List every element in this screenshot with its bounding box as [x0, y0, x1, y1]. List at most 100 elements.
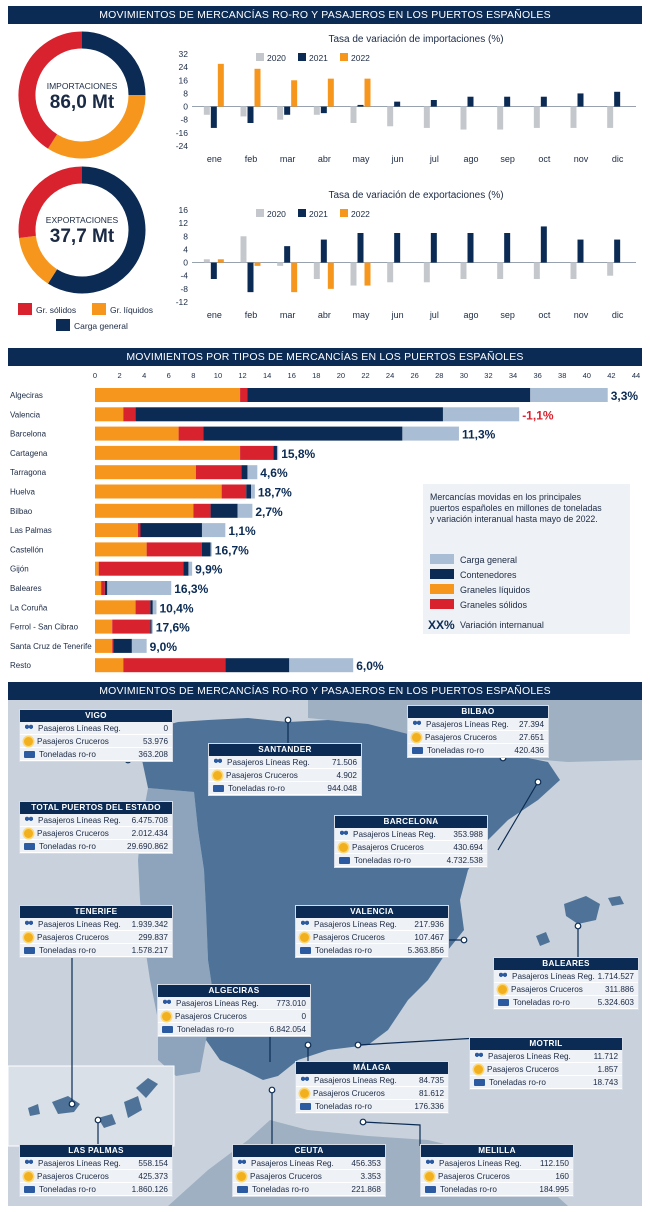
port-stat-label: Pasajeros Cruceros: [37, 828, 109, 838]
x-tick-label: 4: [142, 371, 146, 380]
cruise-sun-icon: [162, 1011, 171, 1021]
legend-label-solidos: Gr. sólidos: [36, 305, 76, 315]
x-tick-label: sep: [500, 154, 515, 164]
x-tick-label: 36: [533, 371, 541, 380]
x-tick-label: 20: [337, 371, 345, 380]
port-card-algeciras: ALGECIRAS Pasajeros Líneas Reg. 773.010 Pas…: [158, 985, 310, 1036]
port-stat-label: Toneladas ro-ro: [513, 997, 570, 1007]
bar-carga-general: [442, 407, 520, 422]
port-stat-value: 5.363.856: [407, 945, 444, 955]
bar-carga-general: [251, 484, 255, 499]
legend-item-label: Graneles sólidos: [460, 600, 528, 610]
bar-2021-may: [357, 104, 364, 107]
bar-2021-sep: [504, 96, 511, 107]
truck-icon: [213, 784, 224, 792]
port-stat-label: Toneladas ro-ro: [228, 783, 285, 793]
port-stat-row: Pasajeros Líneas Reg. 27.394: [408, 718, 548, 731]
port-stat-label: Pasajeros Cruceros: [175, 1011, 247, 1021]
legend-caption: puertos españoles en millones de tonelad…: [430, 503, 602, 513]
bar-contenedores: [135, 407, 443, 422]
x-tick-label: 6: [167, 371, 171, 380]
category-label: Resto: [10, 661, 31, 670]
bar-contenedores: [210, 503, 238, 518]
donut-exportaciones: [18, 166, 146, 294]
port-stat-row: Pasajeros Líneas Reg. 0: [20, 722, 172, 735]
category-label: Valencia: [10, 410, 41, 419]
legend-swatch-2022: [340, 53, 348, 61]
bar-graneles-líquidos: [95, 388, 241, 402]
y-tick-label: -24: [176, 141, 189, 151]
bar-2020-jul: [423, 262, 430, 283]
x-tick-label: ene: [207, 310, 222, 320]
x-tick-label: 8: [191, 371, 195, 380]
port-stat-value: 558.154: [138, 1158, 168, 1168]
port-stat-value: 221.868: [351, 1184, 381, 1194]
section-title-tipos: MOVIMIENTOS POR TIPOS DE MERCANCÍAS EN L…: [8, 348, 642, 366]
donut-export-value: 37,7 Mt: [50, 226, 115, 247]
variation-label: -1,1%: [522, 408, 554, 422]
variation-label: 11,3%: [462, 428, 496, 442]
bar-carga-general: [289, 658, 354, 673]
port-card-title: VALENCIA: [296, 906, 448, 918]
donut-export-label: EXPORTACIONES: [46, 215, 119, 225]
port-marker: [304, 1041, 312, 1049]
x-tick-label: 22: [361, 371, 369, 380]
port-stat-row: Pasajeros Cruceros 107.467: [296, 931, 448, 944]
bar-graneles-líquidos: [95, 484, 222, 499]
category-label: Castellón: [10, 545, 43, 554]
port-stat-value: 944.048: [327, 783, 357, 793]
truck-icon: [498, 998, 509, 1006]
legend-caption: y variación interanual hasta mayo de 202…: [430, 514, 598, 524]
port-card-title: MÁLAGA: [296, 1062, 448, 1074]
port-stat-label: Pasajeros Líneas Reg.: [439, 1158, 522, 1168]
legend-swatch-2022: [340, 209, 348, 217]
bar-2022-mar: [291, 80, 298, 107]
port-stat-value: 53.976: [142, 736, 168, 746]
x-tick-label: dic: [612, 154, 624, 164]
cruise-sun-icon: [24, 1171, 33, 1181]
port-stat-row: Pasajeros Cruceros 0: [158, 1010, 310, 1023]
bar-2021-mar: [284, 246, 291, 263]
donut-segment-liquidos: [19, 235, 58, 284]
y-tick-label: 8: [183, 88, 188, 98]
port-stat-row: Pasajeros Cruceros 4.902: [209, 769, 361, 782]
x-tick-label: mar: [280, 310, 296, 320]
x-tick-label: jul: [429, 310, 439, 320]
x-tick-label: 16: [288, 371, 296, 380]
port-stat-row: Pasajeros Cruceros 160: [421, 1170, 573, 1183]
port-card-title: CEUTA: [233, 1145, 385, 1157]
bar-2021-abr: [320, 106, 327, 114]
port-stat-row: Pasajeros Líneas Reg. 456.353: [233, 1157, 385, 1170]
bar-graneles-líquidos: [95, 465, 196, 480]
variation-label: 16,3%: [174, 582, 208, 596]
donut-segment-liquidos: [47, 94, 146, 159]
legend-label-2022: 2022: [351, 53, 370, 63]
leader-line: [362, 1121, 421, 1146]
bar-contenedores: [247, 388, 531, 402]
bar-2021-jun: [394, 101, 401, 107]
variation-label: 2,7%: [255, 505, 283, 519]
bar-2022-abr: [327, 262, 334, 289]
port-stat-value: 363.208: [138, 749, 168, 759]
port-stat-value: 176.336: [414, 1101, 444, 1111]
bar-2020-ago: [460, 106, 467, 130]
port-stat-value: 81.612: [418, 1088, 444, 1098]
port-stat-value: 4.732.538: [446, 855, 483, 865]
bar-2022-may: [364, 78, 371, 107]
port-stat-row: Pasajeros Cruceros 430.694: [335, 841, 487, 854]
x-tick-label: 12: [238, 371, 246, 380]
variation-label: 6,0%: [356, 659, 384, 673]
port-stat-value: 311.886: [605, 984, 634, 994]
map-fuerteventura: [124, 1096, 142, 1118]
variation-label: 1,1%: [228, 524, 256, 538]
port-stat-row: Pasajeros Líneas Reg. 353.988: [335, 828, 487, 841]
port-marker: [574, 922, 582, 930]
y-tick-label: 0: [183, 258, 188, 268]
people-icon: [24, 1159, 34, 1167]
bar-2020-feb: [240, 106, 247, 117]
port-stat-value: 1.714.527: [597, 971, 634, 981]
legend-label-general: Carga general: [74, 321, 128, 331]
port-stat-label: Pasajeros Líneas Reg.: [227, 757, 310, 767]
port-stat-row: Pasajeros Cruceros 299.837: [20, 931, 172, 944]
bar-2020-abr: [313, 262, 320, 279]
